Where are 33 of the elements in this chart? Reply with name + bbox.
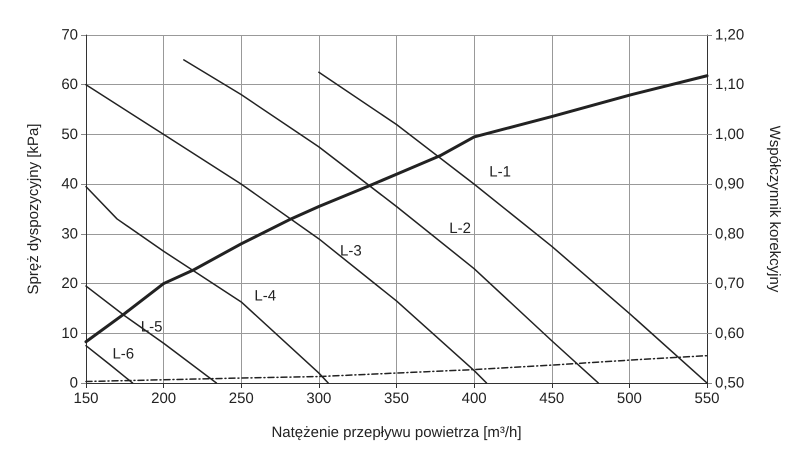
y2-tick-label: 1,10: [715, 76, 744, 94]
x-tick-label: 300: [306, 390, 332, 407]
y2-tick-label: 0,60: [715, 324, 744, 342]
y-tick-label: 60: [61, 76, 78, 94]
y2-tick-label: 0,80: [715, 225, 744, 242]
y-tick-label: 20: [61, 275, 78, 292]
x-tick-label: 350: [384, 390, 410, 407]
x-axis-title: Natężenie przepływu powietrza [m³/h]: [271, 424, 522, 441]
y-tick-label: 50: [61, 126, 78, 143]
y-tick-label: 40: [61, 176, 78, 193]
x-tick-label: 400: [462, 390, 487, 407]
y-tick-label: 10: [61, 324, 78, 342]
y2-tick-label: 0,70: [715, 275, 744, 292]
series-label: L-4: [254, 287, 276, 304]
x-tick-label: 500: [616, 390, 642, 407]
x-tick-label: 550: [694, 390, 720, 407]
y-tick-label: 70: [61, 26, 78, 44]
series-label: L-6: [112, 346, 134, 363]
y2-axis-title: Współczynnik korekcyjny: [766, 126, 783, 293]
y2-tick-label: 1,20: [715, 26, 744, 44]
y-axis-title: Spręż dyspozycyjny [kPa]: [25, 124, 42, 294]
y2-tick-label: 0,90: [715, 176, 744, 193]
y2-tick-label: 0,50: [715, 374, 744, 392]
series-label: L-2: [449, 220, 471, 238]
y2-tick-label: 1,00: [715, 126, 744, 143]
x-tick-label: 250: [228, 390, 254, 407]
x-tick-label: 200: [151, 390, 176, 407]
series-label: L-1: [489, 164, 511, 181]
y-tick-label: 0: [70, 374, 78, 392]
series-label: L-3: [340, 242, 362, 260]
y-tick-label: 30: [61, 225, 78, 242]
x-tick-label: 150: [73, 390, 99, 407]
x-tick-label: 450: [539, 390, 564, 407]
